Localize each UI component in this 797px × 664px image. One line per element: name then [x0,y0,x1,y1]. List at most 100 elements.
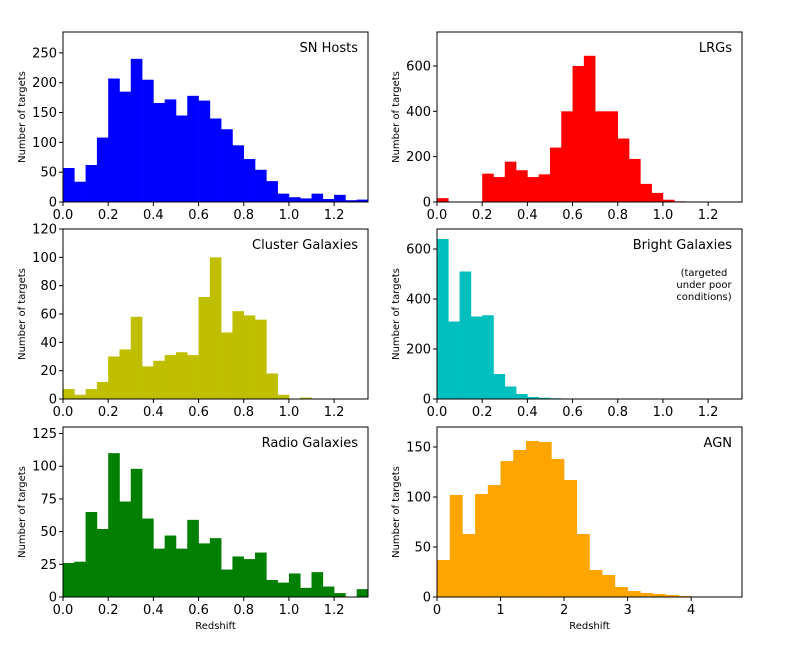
histogram-bar [500,461,514,597]
histogram-bar [583,55,596,202]
annotation-line: under poor [676,280,732,291]
chart-panel-2: 0.0 0.2 0.4 0.6 0.8 1.0 1.2 0 200 400 600 Number of… [391,31,743,223]
chart-panel-5: 0.0 0.2 0.4 0.6 0.8 1.0 1.2 0 25 50 75 100 125 Number… [17,426,369,632]
histogram-bar [164,355,177,399]
y-tick-label: 60 [40,308,57,323]
x-tick-label: 1.2 [324,208,345,223]
y-axis-label: Number of targets [17,71,28,163]
histogram-bar [334,194,346,202]
x-tick-label: 0.0 [427,208,448,223]
histogram-bar [209,118,222,202]
histogram-bar [564,480,578,597]
histogram-bar [356,589,369,597]
axes-frame [436,228,743,400]
x-tick-label: 0.0 [53,603,74,618]
histogram-bar [108,356,120,399]
y-tick-label: 200 [406,150,431,165]
x-tick-label: 1 [496,603,504,618]
histogram-bar [175,352,188,399]
y-tick-label: 40 [40,336,57,351]
x-axis-label: Redshift [195,621,236,632]
panel-title: Cluster Galaxies [252,238,358,253]
axes-frame [62,426,369,598]
histogram-bar [119,501,132,597]
histogram-bar [549,147,562,202]
histogram-bar [108,78,120,202]
x-tick-label: 0.8 [233,405,254,420]
histogram-bar [516,394,528,399]
histogram-bar [63,389,75,399]
histogram-bar [232,311,245,399]
x-tick-label: 1.0 [279,603,300,618]
x-tick-label: 0.2 [98,405,119,420]
histogram-bar [589,570,603,597]
histogram-bar [209,538,222,597]
histogram-bar [74,394,86,399]
histogram-bar [153,102,165,202]
y-tick-label: 100 [32,136,57,151]
histogram-bar [164,99,177,202]
y-tick-label: 75 [40,492,57,507]
x-tick-label: 0.8 [233,208,254,223]
histogram-bar [130,58,143,203]
y-axis-label: Number of targets [17,268,28,360]
histogram-bar [462,534,476,597]
histogram-bar [198,297,211,399]
histogram-bar [504,386,517,399]
panel-title: AGN [704,436,732,451]
x-tick-label: 0.8 [607,405,628,420]
histogram-bar [232,556,245,597]
y-tick-label: 20 [40,364,57,379]
histogram-bar [153,360,165,399]
histogram-bar [322,199,335,202]
histogram-bar [130,468,143,597]
y-tick-label: 600 [406,243,431,258]
histogram-bar [527,397,539,399]
chart-panel-4: 0.0 0.2 0.4 0.6 0.8 1.0 1.2 0 200 400 600 Number of… [391,228,743,420]
y-tick-label: 200 [32,76,57,91]
x-tick-label: 0.6 [188,208,209,223]
histogram-bar [538,442,552,597]
histogram-bar [356,199,369,202]
histogram-bar [475,494,489,597]
x-tick-label: 0.0 [53,208,74,223]
histogram-bar [108,453,120,597]
histogram-bar [277,394,290,399]
histogram-bar [606,111,619,202]
chart-panel-3: 0.0 0.2 0.4 0.6 0.8 1.0 1.2 0 20 40 60 80 100 120 Numb… [17,223,369,420]
histogram-bar [243,559,256,597]
histogram-bar [119,349,132,399]
histogram-bar [513,450,527,597]
y-axis-label: Number of targets [391,466,402,558]
histogram-bar [300,587,312,597]
x-tick-label: 0.4 [143,405,164,420]
histogram-bar [322,586,335,597]
chart-panel-1: 0.0 0.2 0.4 0.6 0.8 1.0 1.2 0 50 100 150 200 250 Numb… [17,31,369,223]
histogram-bar [482,315,494,399]
x-tick-label: 1.0 [279,405,300,420]
histogram-bar [516,170,528,202]
x-tick-label: 1.0 [279,208,300,223]
panel-title: Bright Galaxies [633,238,733,253]
histogram-bar [277,582,290,597]
x-tick-label: 1.0 [653,208,674,223]
y-tick-label: 25 [40,558,57,573]
histogram-bar [527,177,539,202]
histogram-bar [255,169,267,202]
y-tick-label: 100 [32,251,57,266]
y-tick-label: 400 [406,293,431,308]
histogram-bar [130,316,143,399]
y-tick-label: 200 [406,343,431,358]
x-tick-label: 0.6 [188,405,209,420]
histogram-bar [96,137,109,202]
histogram-bar [63,563,75,597]
x-tick-label: 0.8 [607,208,628,223]
y-tick-label: 0 [423,196,431,211]
histogram-bar [96,382,109,399]
histogram-bar [209,257,222,399]
histogram-bar [221,569,233,597]
x-axis-label: Redshift [569,621,610,632]
histogram-bar [255,552,267,597]
annotation-line: (targeted [681,268,728,279]
